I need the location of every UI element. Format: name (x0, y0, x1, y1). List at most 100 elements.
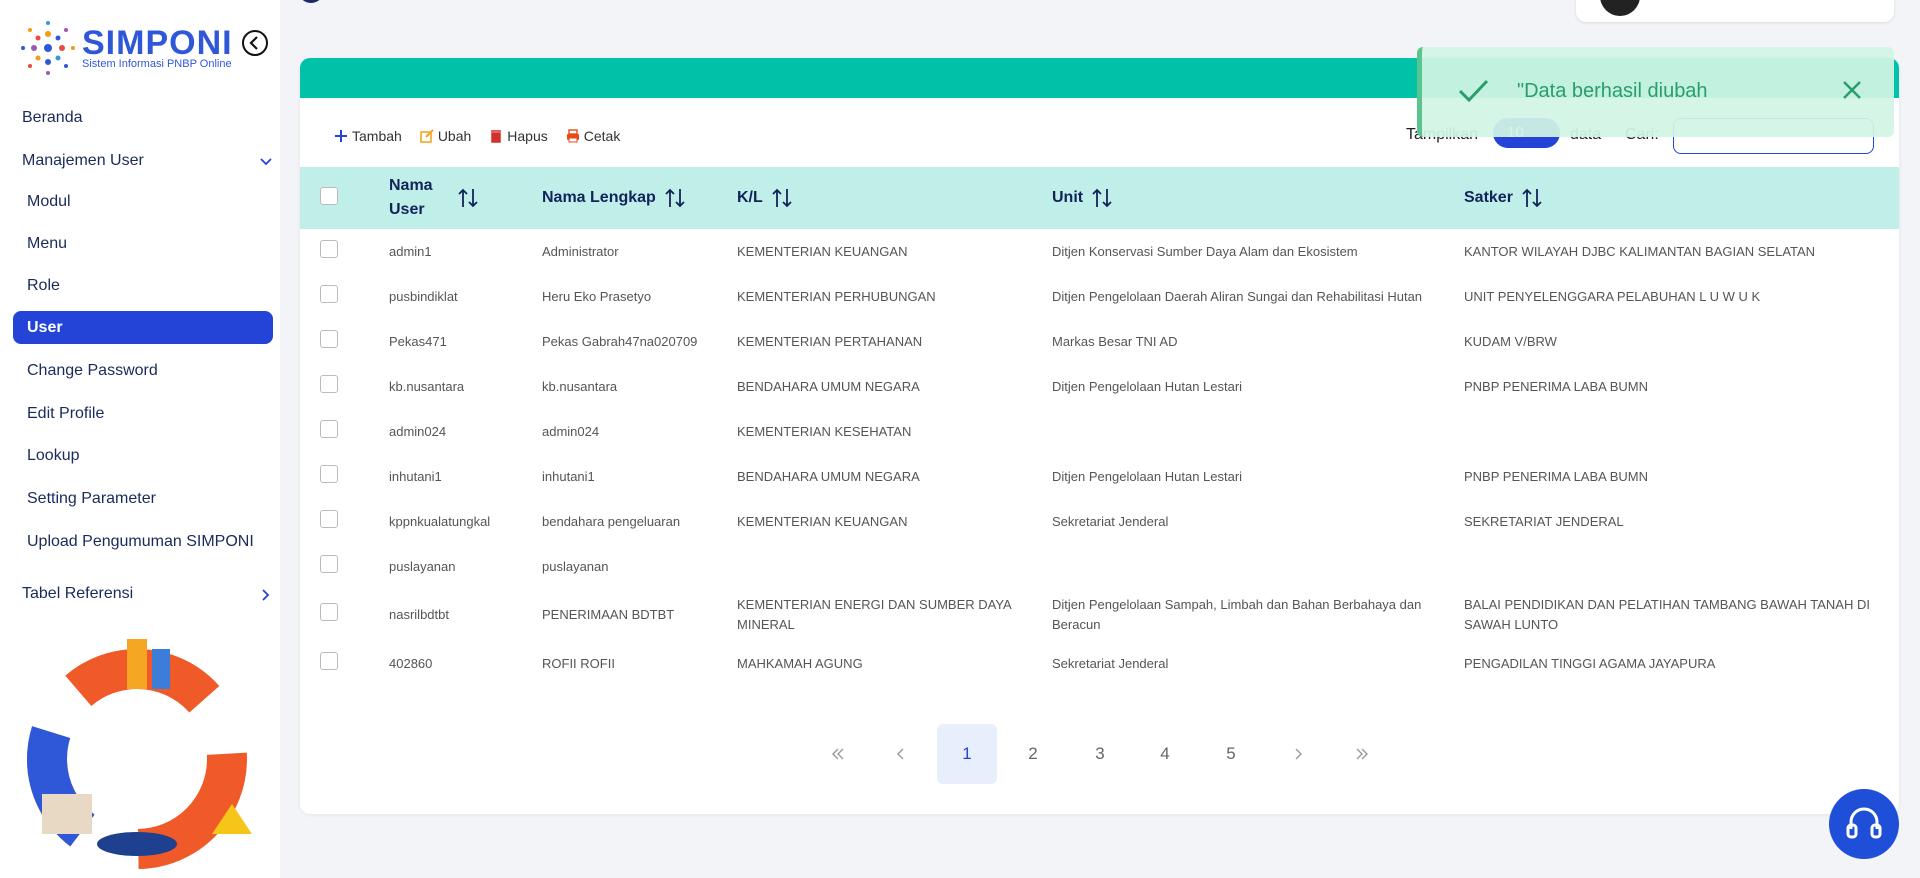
avatar (1600, 0, 1640, 16)
cell-text: pusbindiklat (389, 288, 458, 304)
table-cell: bendahara pengeluaran (542, 499, 737, 544)
header-cell[interactable]: Satker (1464, 167, 1899, 229)
illustration (27, 639, 252, 869)
page-number[interactable]: 1 (937, 724, 997, 784)
table-cell: Ditjen Pengelolaan Sampah, Limbah dan Ba… (1052, 589, 1464, 641)
header-cell[interactable]: Unit (1052, 167, 1464, 229)
table-cell: puslayanan (542, 544, 737, 589)
cell-text: KEMENTERIAN PERTAHANAN (737, 333, 923, 349)
header-cell[interactable]: K/L (737, 167, 1052, 229)
checkbox[interactable] (320, 419, 338, 438)
table-row: kb.nusantara kb.nusantara BENDAHARA UMUM N… (300, 364, 1899, 409)
sort-icon[interactable] (1521, 187, 1543, 209)
table-row: kppnkualatungkal bendahara pengeluaran KEM… (300, 499, 1899, 544)
checkbox[interactable] (320, 284, 338, 303)
cell-text: nasrilbdtbt (389, 607, 449, 622)
toolbar-button[interactable]: Ubah (420, 128, 471, 144)
table-cell: KEMENTERIAN ENERGI DAN SUMBER DAYA MINER… (737, 589, 1052, 641)
cell-text: ROFII ROFII (542, 655, 615, 671)
button-icon (566, 129, 579, 143)
page-nav[interactable] (808, 724, 868, 784)
page-nav[interactable] (1332, 724, 1392, 784)
cell-text: Pekas Gabrah47na020709 (542, 333, 698, 349)
table-cell: KANTOR WILAYAH DJBC KALIMANTAN BAGIAN SE… (1464, 229, 1899, 274)
table-cell: kb.nusantara (542, 364, 737, 409)
users-table: Nama User Nama Lengkap K/L Unit Satker admin1… (300, 167, 1899, 686)
checkbox[interactable] (320, 374, 338, 393)
table-row: admin1 Administrator KEMENTERIAN KEUANGAN D… (300, 229, 1899, 274)
submenu-item[interactable]: Menu (27, 235, 68, 252)
cell-text: inhutani1 (389, 468, 442, 484)
checkbox[interactable] (320, 554, 338, 573)
sort-icon[interactable] (1091, 187, 1113, 209)
submenu-item[interactable]: Modul (27, 193, 71, 210)
table-cell: Sekretariat Jenderal (1052, 641, 1464, 686)
cell-text: puslayanan (542, 558, 609, 574)
submenu-item[interactable]: Change Password (27, 362, 158, 379)
toast-close[interactable] (1842, 80, 1862, 100)
toolbar-button[interactable]: Tambah (334, 128, 402, 144)
collapse-button[interactable] (241, 29, 269, 57)
table-cell: KEMENTERIAN KESEHATAN (737, 409, 1052, 454)
checkbox[interactable] (320, 651, 338, 670)
table-cell: Ditjen Pengelolaan Hutan Lestari (1052, 454, 1464, 499)
sort-icon[interactable] (771, 187, 793, 209)
checkbox-cell (300, 229, 389, 274)
submenu-item[interactable]: User (13, 311, 273, 344)
button-icon (335, 130, 347, 142)
submenu-item[interactable]: Edit Profile (27, 405, 105, 422)
menu-item[interactable]: Tabel Referensi (22, 585, 134, 602)
table-cell: 402860 (389, 641, 542, 686)
cell-text: BALAI PENDIDIKAN DAN PELATIHAN TAMBANG B… (1464, 597, 1870, 632)
header-cell[interactable]: Nama User (389, 167, 542, 229)
submenu-item[interactable]: Upload Pengumuman SIMPONI (27, 533, 254, 550)
checkbox[interactable] (320, 603, 338, 621)
toolbar-button[interactable]: Cetak (566, 128, 620, 144)
table-cell: Ditjen Pengelolaan Daerah Aliran Sungai … (1052, 274, 1464, 319)
page-number[interactable]: 5 (1226, 744, 1236, 763)
checkbox[interactable] (320, 509, 338, 528)
menu-item[interactable]: Manajemen User (22, 152, 144, 169)
table-row: pusbindiklat Heru Eko Prasetyo KEMENTERIAN… (300, 274, 1899, 319)
cell-text: Heru Eko Prasetyo (542, 288, 652, 304)
cell-text: Ditjen Pengelolaan Sampah, Limbah dan Ba… (1052, 597, 1422, 632)
table-cell: KEMENTERIAN KEUANGAN (737, 499, 1052, 544)
table-cell: admin024 (389, 409, 542, 454)
sort-icon[interactable] (664, 187, 686, 209)
checkbox[interactable] (320, 329, 338, 348)
checkbox[interactable] (320, 464, 338, 483)
toolbar-button[interactable]: Hapus (489, 128, 548, 144)
cell-text: KEMENTERIAN ENERGI DAN SUMBER DAYA MINER… (737, 597, 1012, 632)
submenu-item[interactable]: Setting Parameter (27, 490, 156, 507)
page-number[interactable]: 2 (1028, 744, 1038, 763)
cell-text: Ditjen Pengelolaan Hutan Lestari (1052, 468, 1243, 484)
nav-icon (1356, 748, 1368, 760)
page-nav[interactable] (1267, 724, 1327, 784)
page-number[interactable]: 4 (1160, 744, 1170, 763)
cell-text: BENDAHARA UMUM NEGARA (737, 468, 920, 484)
table-cell: inhutani1 (389, 454, 542, 499)
header-cell[interactable]: Nama Lengkap (542, 167, 737, 229)
submenu-item[interactable]: Lookup (27, 447, 80, 464)
header-label: K/L (737, 189, 763, 207)
menu-item[interactable]: Beranda (22, 109, 83, 126)
logo-title: SIMPONI (82, 24, 233, 62)
checkbox[interactable] (320, 239, 338, 258)
table-cell: KUDAM V/BRW (1464, 319, 1899, 364)
sort-icon[interactable] (457, 187, 479, 209)
logo-subtitle: Sistem Informasi PNBP Online (82, 58, 232, 70)
help-button[interactable] (1829, 789, 1899, 859)
checkbox[interactable] (320, 186, 338, 205)
table-cell: pusbindiklat (389, 274, 542, 319)
select-all-cell (300, 167, 389, 229)
submenu-item[interactable]: Role (27, 277, 60, 294)
cell-text: PENGADILAN TINGGI AGAMA JAYAPURA (1464, 655, 1716, 671)
user-profile[interactable] (1576, 0, 1894, 22)
cell-text: Ditjen Pengelolaan Hutan Lestari (1052, 378, 1243, 394)
cell-text: kb.nusantara (389, 378, 465, 394)
page-number[interactable]: 3 (1095, 744, 1105, 763)
page-nav[interactable] (872, 724, 932, 784)
table-cell (1464, 544, 1899, 589)
cell-text: kppnkualatungkal (389, 513, 491, 529)
table-row: nasrilbdtbt PENERIMAAN BDTBT KEMENTERIAN E… (300, 589, 1899, 641)
